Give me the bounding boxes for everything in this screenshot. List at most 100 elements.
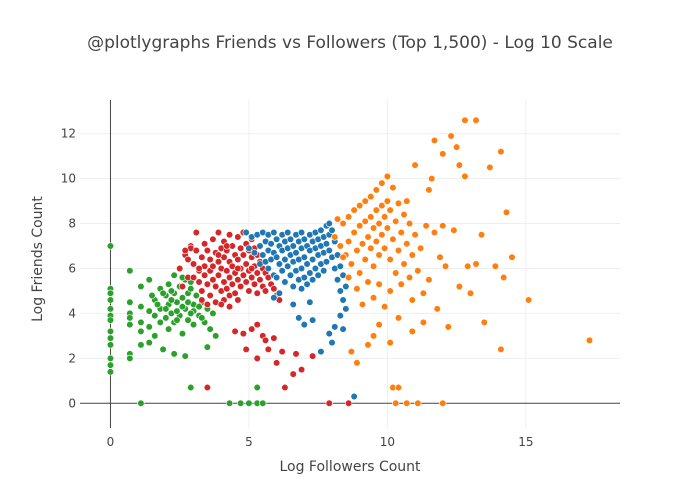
scatter-point[interactable] [364, 233, 372, 241]
scatter-point[interactable] [284, 262, 292, 270]
scatter-point[interactable] [203, 383, 211, 392]
scatter-point[interactable] [126, 354, 134, 362]
scatter-point[interactable] [162, 314, 170, 322]
scatter-point[interactable] [311, 264, 319, 273]
scatter-point[interactable] [278, 348, 286, 356]
scatter-point[interactable] [347, 348, 355, 356]
scatter-point[interactable] [309, 276, 317, 284]
scatter-point[interactable] [292, 249, 300, 257]
scatter-point[interactable] [361, 217, 369, 225]
scatter-point[interactable] [273, 359, 281, 367]
scatter-point[interactable] [145, 307, 153, 315]
scatter-point[interactable] [237, 399, 245, 407]
scatter-point[interactable] [378, 201, 386, 210]
scatter-point[interactable] [350, 206, 358, 214]
scatter-point[interactable] [419, 289, 427, 297]
scatter-point[interactable] [165, 325, 173, 333]
scatter-point[interactable] [259, 251, 267, 259]
scatter-point[interactable] [209, 276, 217, 284]
scatter-point[interactable] [408, 327, 416, 335]
scatter-point[interactable] [342, 305, 350, 313]
scatter-point[interactable] [178, 303, 187, 311]
scatter-point[interactable] [284, 228, 292, 237]
scatter-point[interactable] [372, 186, 380, 194]
scatter-point[interactable] [361, 197, 369, 205]
scatter-point[interactable] [336, 287, 344, 295]
scatter-point[interactable] [405, 273, 414, 282]
scatter-point[interactable] [320, 267, 328, 275]
scatter-point[interactable] [350, 228, 358, 237]
scatter-point[interactable] [181, 352, 189, 360]
scatter-point[interactable] [223, 267, 231, 275]
scatter-point[interactable] [192, 228, 200, 237]
scatter-point[interactable] [381, 244, 389, 252]
scatter-point[interactable] [145, 323, 153, 331]
scatter-point[interactable] [400, 210, 408, 219]
scatter-point[interactable] [403, 399, 411, 407]
scatter-point[interactable] [397, 228, 405, 237]
scatter-point[interactable] [198, 253, 206, 261]
scatter-point[interactable] [394, 199, 403, 207]
scatter-point[interactable] [502, 208, 511, 216]
scatter-point[interactable] [466, 289, 475, 297]
scatter-point[interactable] [156, 318, 164, 327]
scatter-point[interactable] [192, 246, 200, 255]
scatter-point[interactable] [472, 260, 480, 268]
scatter-point[interactable] [364, 341, 372, 349]
scatter-point[interactable] [214, 271, 223, 279]
scatter-point[interactable] [253, 321, 261, 329]
scatter-point[interactable] [270, 334, 278, 342]
scatter-point[interactable] [345, 273, 353, 282]
scatter-point[interactable] [209, 235, 217, 243]
scatter-point[interactable] [439, 399, 447, 407]
scatter-point[interactable] [336, 242, 344, 250]
scatter-point[interactable] [381, 303, 389, 311]
scatter-point[interactable] [367, 244, 375, 252]
scatter-point[interactable] [261, 336, 270, 344]
scatter-point[interactable] [261, 287, 270, 295]
scatter-point[interactable] [106, 354, 115, 362]
scatter-point[interactable] [297, 264, 306, 273]
scatter-point[interactable] [525, 296, 533, 304]
scatter-point[interactable] [392, 399, 400, 407]
scatter-point[interactable] [223, 242, 231, 250]
scatter-point[interactable] [137, 282, 145, 291]
scatter-point[interactable] [250, 280, 259, 288]
scatter-point[interactable] [225, 231, 234, 239]
scatter-point[interactable] [286, 271, 295, 279]
scatter-point[interactable] [245, 287, 253, 295]
scatter-point[interactable] [137, 327, 145, 335]
scatter-point[interactable] [126, 298, 134, 306]
scatter-point[interactable] [333, 215, 342, 223]
scatter-point[interactable] [267, 240, 275, 248]
scatter-point[interactable] [430, 228, 439, 237]
scatter-point[interactable] [405, 219, 414, 228]
scatter-point[interactable] [430, 136, 439, 145]
scatter-point[interactable] [331, 233, 339, 241]
scatter-point[interactable] [270, 285, 278, 293]
scatter-point[interactable] [273, 253, 281, 261]
scatter-point[interactable] [178, 330, 187, 338]
scatter-point[interactable] [361, 255, 369, 264]
scatter-point[interactable] [187, 383, 195, 392]
scatter-point[interactable] [203, 246, 211, 255]
scatter-point[interactable] [212, 282, 220, 291]
scatter-point[interactable] [225, 303, 234, 311]
scatter-point[interactable] [394, 383, 403, 392]
scatter-point[interactable] [375, 280, 383, 288]
scatter-point[interactable] [167, 287, 175, 295]
scatter-point[interactable] [253, 383, 261, 392]
scatter-point[interactable] [259, 399, 267, 407]
scatter-point[interactable] [372, 237, 380, 246]
scatter-point[interactable] [375, 219, 383, 228]
scatter-point[interactable] [253, 354, 261, 362]
scatter-point[interactable] [248, 264, 256, 273]
scatter-point[interactable] [356, 269, 364, 277]
scatter-point[interactable] [289, 300, 297, 309]
scatter-point[interactable] [389, 235, 397, 243]
scatter-point[interactable] [273, 273, 281, 282]
scatter-point[interactable] [339, 219, 347, 228]
scatter-point[interactable] [192, 291, 200, 300]
scatter-point[interactable] [170, 350, 178, 358]
scatter-point[interactable] [137, 399, 145, 407]
